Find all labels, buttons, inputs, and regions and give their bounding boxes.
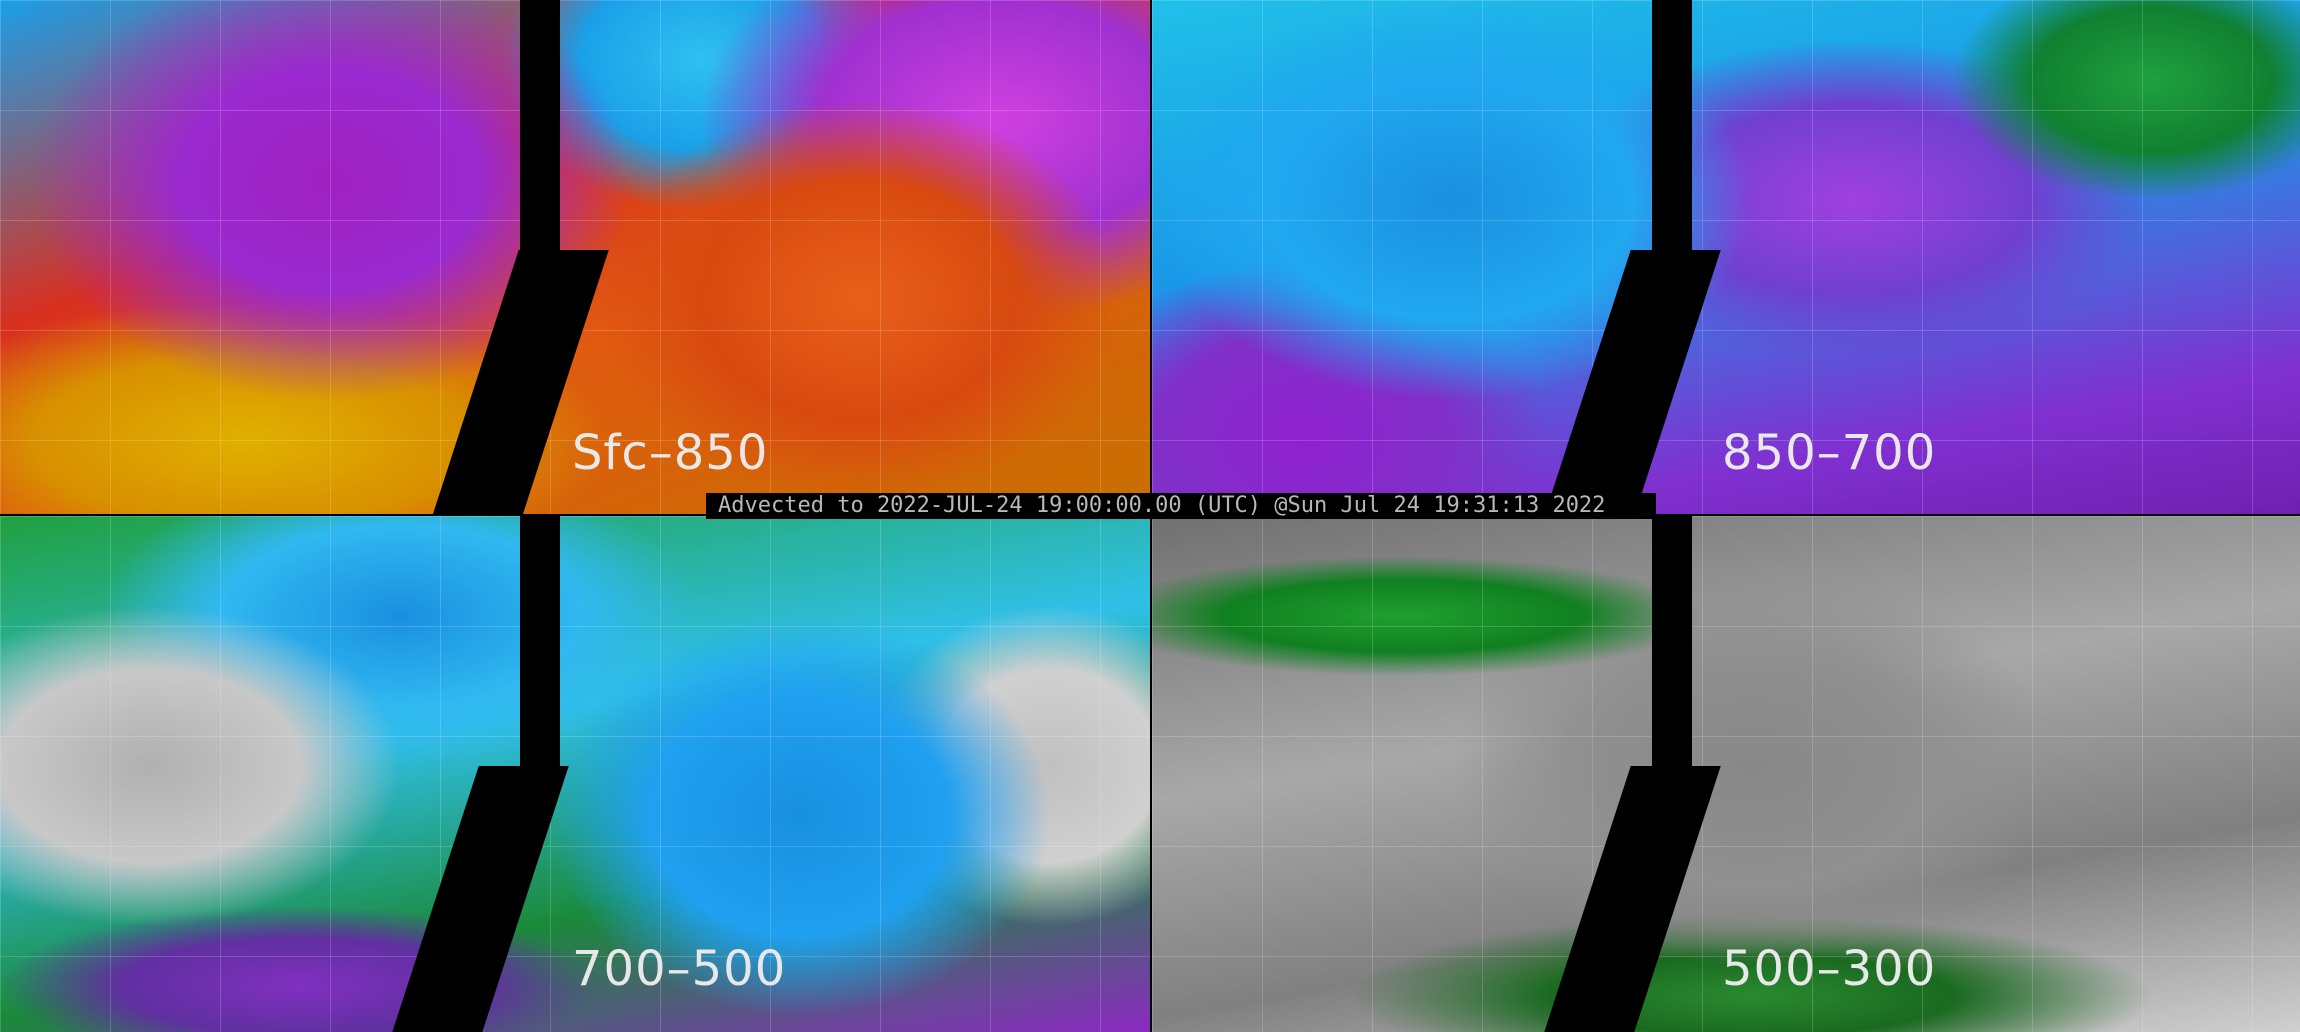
panel-500-300: 500–300	[1152, 516, 2300, 1032]
panel-label: 850–700	[1722, 425, 1937, 481]
panel-700-500: 700–500	[0, 516, 1150, 1032]
timestamp-bar: Advected to 2022-JUL-24 19:00:00.00 (UTC…	[706, 493, 1656, 519]
panel-850-700: 850–700	[1152, 0, 2300, 514]
lat-lon-grid	[1152, 516, 2300, 1032]
lat-lon-grid	[0, 516, 1150, 1032]
masked-area	[520, 516, 560, 776]
masked-area	[520, 0, 560, 260]
masked-area	[1652, 516, 1692, 776]
masked-area	[1652, 0, 1692, 260]
panel-label: 700–500	[572, 941, 787, 997]
lat-lon-grid	[1152, 0, 2300, 514]
panel-sfc-850: Sfc–850	[0, 0, 1150, 514]
panel-label: 500–300	[1722, 941, 1937, 997]
panel-label: Sfc–850	[572, 425, 769, 481]
